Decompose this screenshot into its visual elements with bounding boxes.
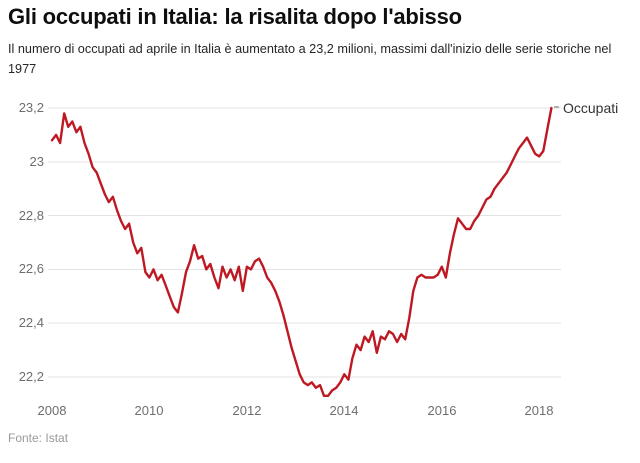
series-label: Occupati xyxy=(563,100,619,116)
x-tick-label: 2010 xyxy=(134,403,164,418)
x-tick-label: 2012 xyxy=(232,403,262,418)
x-tick-label: 2018 xyxy=(524,403,554,418)
y-tick-label: 22,2 xyxy=(18,369,44,384)
source-note: Fonte: Istat xyxy=(8,431,69,445)
y-tick-label: 22,4 xyxy=(18,315,44,330)
y-tick-label: 23,2 xyxy=(18,100,44,115)
page-subtitle: Il numero di occupati ad aprile in Itali… xyxy=(8,42,612,76)
y-tick-label: 22,8 xyxy=(18,208,44,223)
x-tick-label: 2008 xyxy=(37,403,67,418)
x-tick-label: 2014 xyxy=(329,403,359,418)
x-tick-label: 2016 xyxy=(427,403,457,418)
y-tick-label: 23 xyxy=(29,154,44,169)
y-tick-label: 22,6 xyxy=(18,261,44,276)
page-title: Gli occupati in Italia: la risalita dopo… xyxy=(8,4,462,29)
